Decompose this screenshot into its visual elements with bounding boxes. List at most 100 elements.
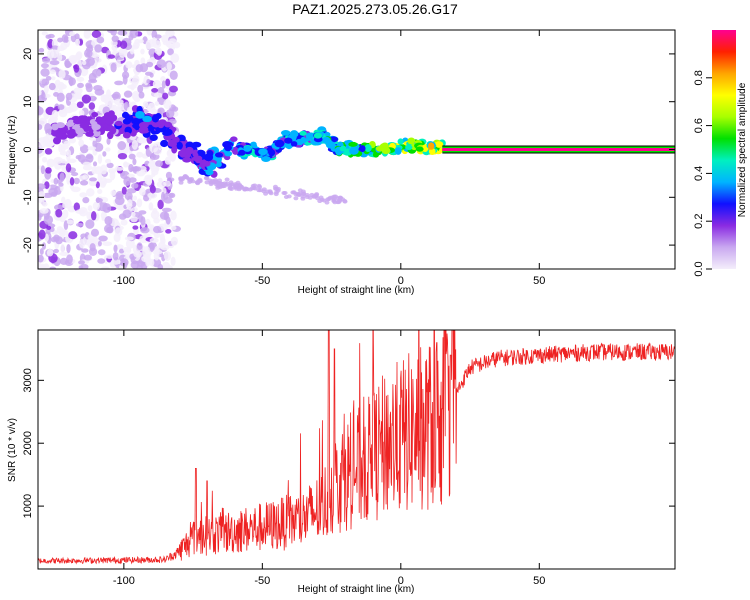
spectrogram-cell [165,30,175,37]
spectrogram-cell [169,38,177,43]
spectrogram-cell [122,209,132,219]
spectrogram-cell [205,168,214,176]
spectrogram-cell [160,139,169,148]
spectrogram-cell [83,254,92,261]
spectrogram-cell [297,188,303,193]
spectrogram-cell [233,186,239,191]
spectrogram-ylabel: Frequency (Hz) [7,116,18,185]
spectrogram-cell [53,248,59,254]
spectrogram-cell [151,120,161,128]
spectrogram-cell [165,216,171,225]
spectrogram-cell [132,225,139,230]
spectrogram-cell [54,79,61,86]
spectrogram-cell [153,92,163,98]
spectrogram-cell [154,245,160,255]
spectrogram-cell [231,147,239,155]
spectrogram-cell [105,118,114,125]
spectrogram-cell [299,130,307,136]
spectrogram-cell [284,137,293,144]
spectrogram-cell [156,181,167,188]
spectrogram-cell [100,211,107,220]
spectrogram-cell [105,158,112,164]
spectrogram-cell [64,60,71,69]
spectrogram-cell [60,243,65,254]
spectrogram-cell [102,151,107,157]
spectrogram-cell [142,115,153,123]
spectrogram-ytick-label: -20 [22,237,34,253]
spectrogram-cell [146,61,154,68]
spectrogram-cell [88,72,97,83]
spectrogram-cell [157,199,164,210]
spectrogram-xtick-label: -50 [254,275,270,287]
spectrogram-cell [228,186,234,191]
spectrogram-cell [66,219,74,225]
snr-xtick-label: -50 [254,575,270,587]
spectrogram-cell [119,258,129,267]
spectrogram-cell [149,258,155,267]
spectrogram-cell [69,177,75,186]
spectrogram-cell [82,196,90,204]
spectrogram-cell [126,188,137,194]
spectrogram-cell [191,141,202,148]
spectrogram-cell [41,31,48,36]
spectrogram-cell [151,88,159,93]
spectrogram-cell [242,186,248,191]
spectrogram-cell [49,266,57,269]
spectrogram-cell [85,219,95,229]
snr-ytick-label: 2000 [22,431,34,455]
spectrogram-cell [185,146,194,155]
spectrogram-cell [66,149,71,157]
spectrogram-cell [42,201,48,207]
spectrogram-cell [91,121,98,128]
spectrogram-cell [42,57,51,63]
spectrogram-cell [85,131,94,137]
spectrogram-cell [169,70,178,81]
spectrogram-cell [280,130,291,136]
spectrogram-xtick-label: -100 [113,275,135,287]
spectrogram-cell [197,149,205,155]
spectrogram-cell [149,184,156,194]
spectrogram-cell [106,131,114,140]
colorbar-tick-label: 0.2 [693,214,705,229]
colorbar-tick-label: 0.6 [693,118,705,133]
spectrogram-cell [293,196,299,201]
spectrogram-cell [130,117,141,124]
spectrogram-cell [111,93,120,99]
spectrogram-cell [122,132,131,139]
spectrogram-cell [359,145,366,153]
spectrogram-cell [93,85,103,91]
spectrogram-cell [265,189,271,194]
spectrogram-cell [152,207,158,214]
spectrogram-cell [171,106,179,112]
spectrogram-cell [164,156,172,165]
spectrogram-cell [100,266,110,269]
spectrogram-cell [151,114,160,123]
spectrogram-cell [321,136,331,144]
spectrogram-cell [407,137,416,145]
spectrogram-cell [73,202,81,212]
spectrogram-cell [44,233,49,242]
snr-xtick-label: -100 [113,575,135,587]
spectrogram-cell [114,80,124,86]
spectrogram-cell [261,187,267,192]
spectrogram-cell [65,92,73,101]
spectrogram-cell [153,217,160,224]
spectrogram-cell [78,239,86,249]
spectrogram-cell [247,187,253,192]
spectrogram-cell [39,248,44,255]
spectrogram-cell [73,177,80,185]
spectrogram-cell [45,167,52,174]
spectrogram-cell [68,57,78,64]
spectrogram-cell [224,144,232,152]
spectrogram-cell [154,34,162,39]
spectrogram-cell [296,192,302,197]
spectrogram-cell [146,30,153,36]
spectrogram-cell [337,198,343,203]
spectrogram-cell [71,186,81,193]
spectrogram-cell [224,150,233,157]
spectrogram-cell [123,246,131,253]
spectrogram-cell [131,183,139,189]
spectrogram-cell [171,145,178,154]
spectrogram-cell [306,134,314,140]
